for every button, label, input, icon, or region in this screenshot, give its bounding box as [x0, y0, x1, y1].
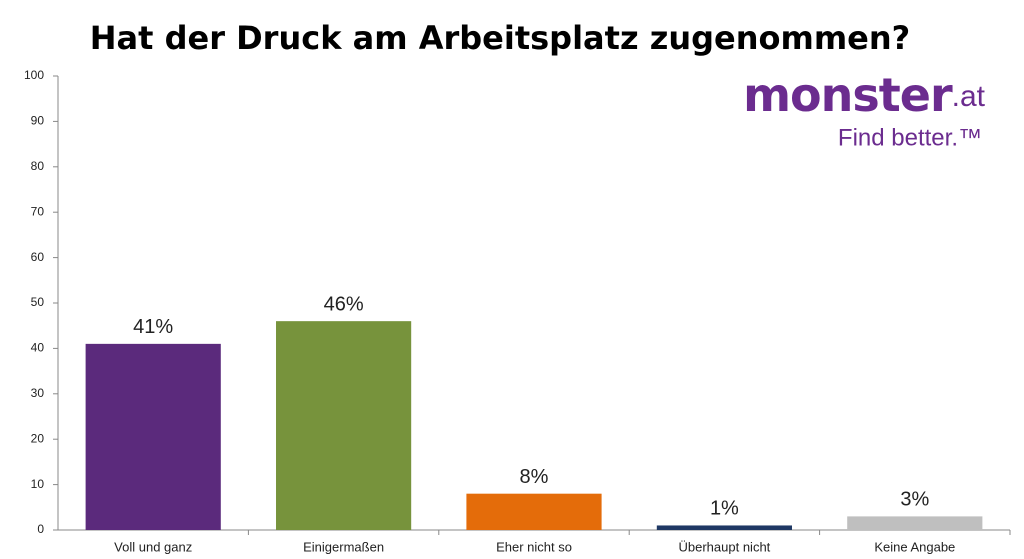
bar — [85, 343, 221, 530]
value-label: 3% — [900, 489, 929, 511]
y-tick-label: 60 — [31, 250, 45, 264]
x-tick-label: Einigermaßen — [303, 539, 384, 554]
bar — [847, 516, 983, 530]
bar — [276, 321, 412, 530]
logo-suffix: .at — [952, 80, 986, 113]
y-tick-label: 10 — [31, 477, 45, 491]
y-tick-label: 0 — [37, 522, 44, 536]
logo-name: monster — [743, 68, 953, 122]
value-label: 1% — [710, 498, 739, 520]
y-tick-label: 20 — [31, 431, 45, 445]
x-tick-label: Voll und ganz — [114, 539, 192, 554]
bar — [466, 493, 602, 530]
x-tick-label: Keine Angabe — [874, 539, 955, 554]
y-tick-label: 100 — [24, 68, 44, 82]
x-tick-label: Überhaupt nicht — [679, 539, 771, 554]
y-tick-label: 30 — [31, 386, 45, 400]
bar — [656, 525, 792, 530]
logo: monster.at — [743, 68, 986, 122]
value-label: 8% — [520, 466, 549, 488]
value-label: 46% — [324, 293, 364, 315]
value-label: 41% — [133, 316, 173, 338]
y-tick-label: 70 — [31, 204, 45, 218]
y-tick-label: 40 — [31, 341, 45, 355]
x-tick-label: Eher nicht so — [496, 539, 572, 554]
y-tick-label: 50 — [31, 295, 45, 309]
logo-tagline: Find better.™ — [838, 124, 982, 151]
y-tick-label: 80 — [31, 159, 45, 173]
y-tick-label: 90 — [31, 114, 45, 128]
chart-title: Hat der Druck am Arbeitsplatz zugenommen… — [90, 19, 910, 57]
